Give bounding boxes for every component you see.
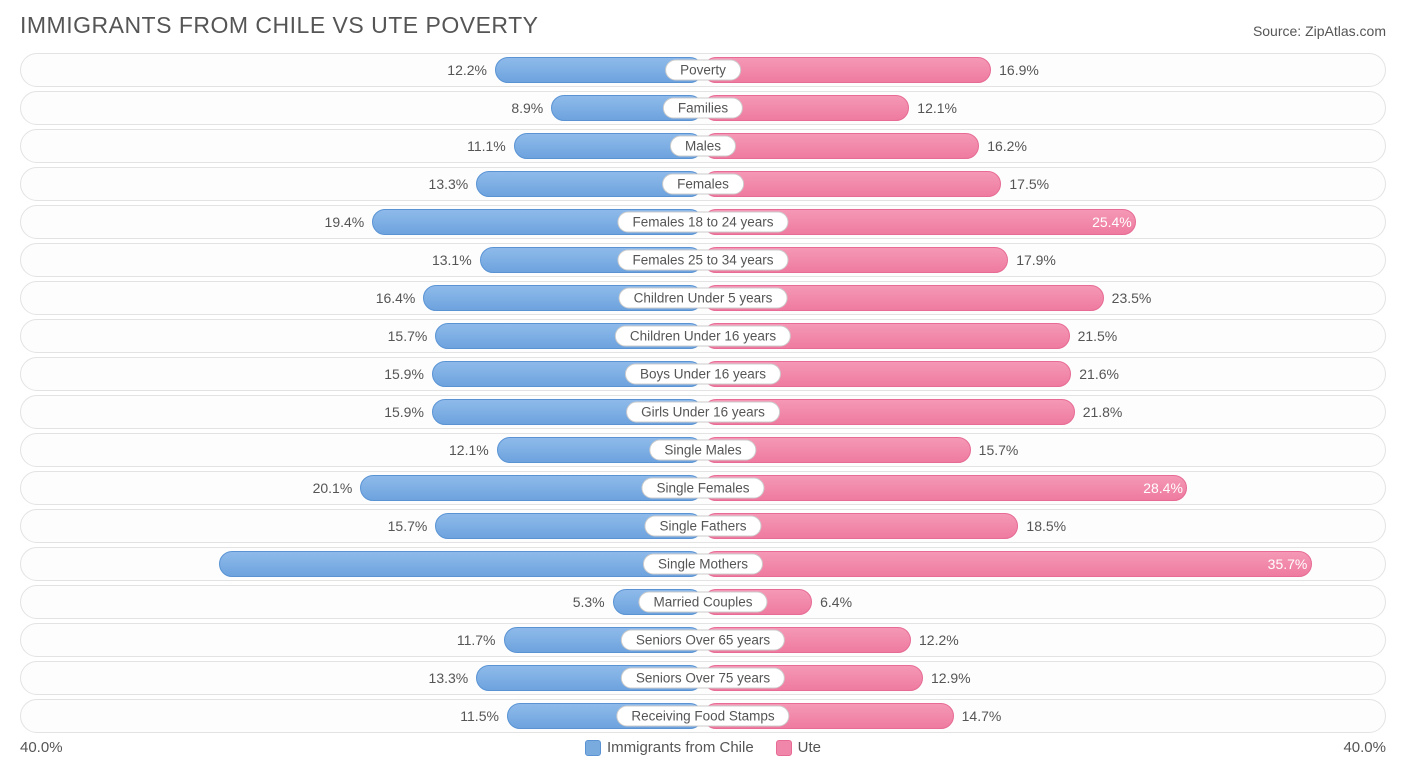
value-right: 35.7% — [1262, 548, 1308, 580]
chart-footer: 40.0% Immigrants from Chile Ute 40.0% — [20, 739, 1386, 756]
category-label: Single Males — [649, 440, 756, 461]
value-right: 15.7% — [973, 434, 1019, 466]
legend: Immigrants from Chile Ute — [585, 739, 821, 756]
category-label: Females 18 to 24 years — [617, 212, 788, 233]
chart-row: 15.7% 18.5% Single Fathers — [20, 509, 1386, 543]
chart-row: 20.1% 28.4% Single Females — [20, 471, 1386, 505]
bar-right — [703, 551, 1312, 577]
bar-right — [703, 133, 979, 159]
value-left: 19.4% — [325, 206, 371, 238]
chart-row: 11.7% 12.2% Seniors Over 65 years — [20, 623, 1386, 657]
diverging-bar-chart: 12.2%16.9%Poverty8.9%12.1%Families11.1%1… — [20, 53, 1386, 733]
category-label: Boys Under 16 years — [625, 364, 781, 385]
category-label: Poverty — [665, 60, 741, 81]
category-label: Families — [663, 98, 743, 119]
category-label: Married Couples — [638, 592, 767, 613]
chart-row: 13.3% 12.9% Seniors Over 75 years — [20, 661, 1386, 695]
chart-row: 15.9% 21.8% Girls Under 16 years — [20, 395, 1386, 429]
value-right: 14.7% — [956, 700, 1002, 732]
value-left: 15.9% — [384, 396, 430, 428]
value-right: 6.4% — [814, 586, 852, 618]
value-left: 16.4% — [376, 282, 422, 314]
category-label: Seniors Over 75 years — [621, 668, 785, 689]
category-label: Single Females — [641, 478, 764, 499]
value-right: 21.8% — [1077, 396, 1123, 428]
value-left: 13.1% — [432, 244, 478, 276]
value-right: 12.1% — [911, 92, 957, 124]
value-right: 25.4% — [1086, 206, 1132, 238]
legend-swatch-right — [776, 740, 792, 756]
chart-row: 15.7% 21.5% Children Under 16 years — [20, 319, 1386, 353]
value-left: 20.1% — [313, 472, 359, 504]
chart-row: 11.1% 16.2% Males — [20, 129, 1386, 163]
category-label: Children Under 5 years — [619, 288, 788, 309]
value-right: 21.5% — [1072, 320, 1118, 352]
category-label: Receiving Food Stamps — [616, 706, 789, 727]
legend-label-left: Immigrants from Chile — [607, 739, 754, 756]
chart-row: 15.9% 21.6% Boys Under 16 years — [20, 357, 1386, 391]
category-label: Females 25 to 34 years — [617, 250, 788, 271]
bar-right — [703, 57, 991, 83]
value-left: 12.1% — [449, 434, 495, 466]
source-name: ZipAtlas.com — [1305, 23, 1386, 39]
value-left: 11.5% — [460, 700, 505, 732]
value-right: 16.2% — [981, 130, 1027, 162]
legend-swatch-left — [585, 740, 601, 756]
value-left: 12.2% — [447, 54, 493, 86]
value-right: 21.6% — [1073, 358, 1119, 390]
chart-title: IMMIGRANTS FROM CHILE VS UTE POVERTY — [20, 12, 539, 39]
category-label: Girls Under 16 years — [626, 402, 780, 423]
chart-row: 12.2% 16.9% Poverty — [20, 53, 1386, 87]
value-right: 17.9% — [1010, 244, 1056, 276]
value-right: 16.9% — [993, 54, 1039, 86]
axis-max-right: 40.0% — [1343, 739, 1386, 756]
chart-row: 12.1% 15.7% Single Males — [20, 433, 1386, 467]
value-right: 28.4% — [1137, 472, 1183, 504]
legend-item-left: Immigrants from Chile — [585, 739, 754, 756]
value-right: 12.9% — [925, 662, 971, 694]
chart-row: 19.4% 25.4% Females 18 to 24 years — [20, 205, 1386, 239]
axis-max-left: 40.0% — [20, 739, 63, 756]
chart-row: 5.3% 6.4% Married Couples — [20, 585, 1386, 619]
category-label: Females — [662, 174, 744, 195]
value-left: 15.7% — [388, 320, 434, 352]
bar-right — [703, 171, 1001, 197]
value-left: 15.7% — [388, 510, 434, 542]
bar-left — [219, 551, 703, 577]
chart-row: 28.4%35.7%Single Mothers — [20, 547, 1386, 581]
legend-item-right: Ute — [776, 739, 821, 756]
chart-header: IMMIGRANTS FROM CHILE VS UTE POVERTY Sou… — [20, 12, 1386, 39]
value-left: 13.3% — [429, 168, 475, 200]
value-right: 23.5% — [1106, 282, 1152, 314]
category-label: Males — [670, 136, 736, 157]
category-label: Children Under 16 years — [615, 326, 791, 347]
bar-right — [703, 475, 1187, 501]
legend-label-right: Ute — [798, 739, 821, 756]
category-label: Seniors Over 65 years — [621, 630, 785, 651]
chart-row: 8.9% 12.1% Families — [20, 91, 1386, 125]
chart-row: 13.3% 17.5% Females — [20, 167, 1386, 201]
value-right: 12.2% — [913, 624, 959, 656]
value-left: 15.9% — [384, 358, 430, 390]
category-label: Single Fathers — [644, 516, 761, 537]
value-left: 8.9% — [511, 92, 549, 124]
chart-source: Source: ZipAtlas.com — [1253, 23, 1386, 39]
chart-row: 11.5% 14.7% Receiving Food Stamps — [20, 699, 1386, 733]
value-left: 13.3% — [429, 662, 475, 694]
value-right: 17.5% — [1003, 168, 1049, 200]
source-label: Source: — [1253, 23, 1301, 39]
category-label: Single Mothers — [643, 554, 763, 575]
value-left: 5.3% — [573, 586, 611, 618]
chart-row: 16.4% 23.5% Children Under 5 years — [20, 281, 1386, 315]
chart-row: 13.1% 17.9% Females 25 to 34 years — [20, 243, 1386, 277]
value-left: 11.1% — [467, 130, 512, 162]
value-left: 11.7% — [457, 624, 502, 656]
value-right: 18.5% — [1020, 510, 1066, 542]
